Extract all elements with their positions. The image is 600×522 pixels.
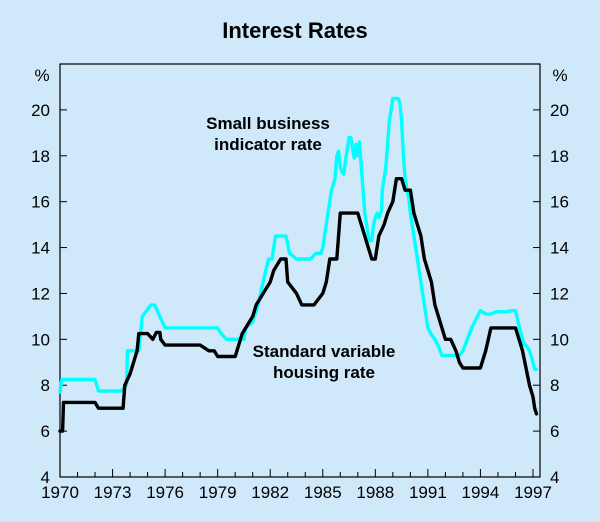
y-tick-label-left: 14: [31, 239, 50, 258]
axis-ticks: [59, 109, 540, 478]
x-tick-label: 1988: [356, 483, 394, 502]
y-tick-label-right: 8: [550, 376, 559, 395]
housing-label-line2: housing rate: [273, 363, 375, 382]
x-tick-label: 1982: [251, 483, 289, 502]
y-tick-label-right: 10: [550, 330, 569, 349]
y-tick-label-left: 20: [31, 101, 50, 120]
housing-line: [58, 176, 539, 433]
plot-frame: [59, 63, 541, 478]
axis-tick-labels: 4 4 6 6 8 8 10 10 12 12 14 14 16 16 18 18 20 20 1970 1973 19…: [31, 101, 569, 502]
y-axis-unit-right: %: [552, 66, 567, 85]
y-tick-label-right: 4: [550, 468, 559, 487]
y-tick-label-left: 10: [31, 330, 50, 349]
small-business-label-line1: Small business: [206, 114, 330, 133]
x-tick-label: 1997: [514, 483, 552, 502]
y-tick-label-right: 14: [550, 239, 569, 258]
x-tick-label: 1976: [146, 483, 184, 502]
y-tick-label-left: 12: [31, 284, 50, 303]
y-tick-label-left: 18: [31, 147, 50, 166]
x-tick-label: 1991: [409, 483, 447, 502]
x-tick-label: 1970: [41, 483, 79, 502]
x-tick-label: 1973: [94, 483, 132, 502]
y-tick-label-left: 4: [41, 468, 50, 487]
y-axis-unit-left: %: [34, 66, 49, 85]
chart-title: Interest Rates: [222, 18, 368, 43]
x-tick-label: 1985: [304, 483, 342, 502]
y-tick-label-right: 20: [550, 101, 569, 120]
x-tick-label: 1994: [462, 483, 500, 502]
y-tick-label-left: 16: [31, 193, 50, 212]
y-tick-label-left: 6: [41, 422, 50, 441]
y-tick-label-right: 18: [550, 147, 569, 166]
y-tick-label-right: 12: [550, 284, 569, 303]
small-business-label-line2: indicator rate: [214, 135, 322, 154]
series-layer: [58, 96, 539, 433]
y-tick-label-right: 6: [550, 422, 559, 441]
y-tick-label-right: 16: [550, 193, 569, 212]
x-tick-label: 1979: [199, 483, 237, 502]
housing-label-line1: Standard variable: [253, 342, 396, 361]
y-tick-label-left: 8: [41, 376, 50, 395]
